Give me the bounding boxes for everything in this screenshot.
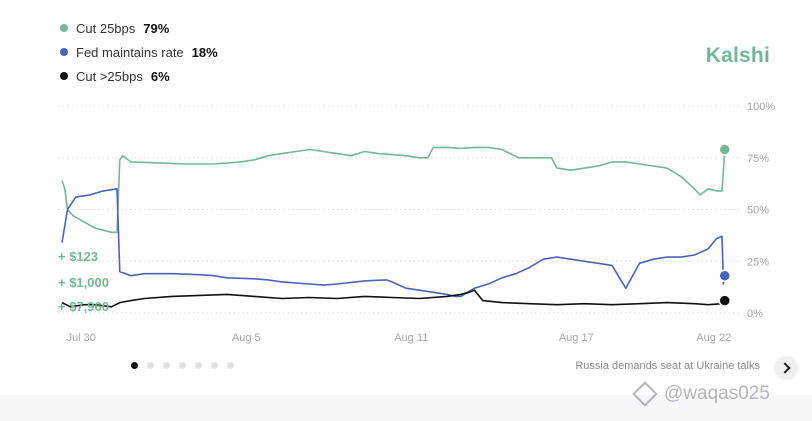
legend-dot-icon xyxy=(60,24,68,32)
carousel-dot[interactable] xyxy=(163,362,170,369)
watermark-text: @waqas025 xyxy=(664,383,770,404)
x-tick-label: Aug 5 xyxy=(232,332,261,344)
legend: Cut 25bps 79% Fed maintains rate 18% Cut… xyxy=(60,16,218,88)
payout-annotation: + $7,960 xyxy=(58,299,109,314)
y-tick-label: 50% xyxy=(747,205,769,217)
series-line-2 xyxy=(61,289,726,308)
legend-item-cut-over-25bps[interactable]: Cut >25bps 6% xyxy=(60,64,218,88)
legend-label: Cut >25bps xyxy=(76,68,143,84)
legend-label: Fed maintains rate xyxy=(76,44,184,60)
y-tick-label: 75% xyxy=(747,153,769,165)
carousel-dot[interactable] xyxy=(227,362,234,369)
carousel-dot[interactable] xyxy=(179,362,186,369)
news-headline[interactable]: Russia demands seat at Ukraine talks xyxy=(575,360,760,372)
x-tick-label: Aug 17 xyxy=(559,332,594,344)
carousel-dot[interactable] xyxy=(211,362,218,369)
x-tick-label: Aug 11 xyxy=(394,332,428,344)
y-tick-label: 100% xyxy=(747,101,775,113)
diamond-logo-icon xyxy=(632,381,658,407)
legend-value: 18% xyxy=(191,44,218,60)
next-button[interactable] xyxy=(774,356,798,380)
series-line-1 xyxy=(61,188,726,298)
carousel-dot[interactable] xyxy=(147,362,154,369)
legend-value: 6% xyxy=(150,68,170,84)
chart-card xyxy=(0,0,812,395)
chevron-right-icon xyxy=(779,362,791,374)
carousel-pager xyxy=(131,362,243,369)
series-line-0 xyxy=(61,146,726,234)
legend-label: Cut 25bps xyxy=(76,20,136,36)
legend-value: 79% xyxy=(143,20,170,36)
series-end-marker-0 xyxy=(718,143,731,156)
carousel-dot[interactable] xyxy=(131,362,138,369)
carousel-dot[interactable] xyxy=(195,362,202,369)
y-tick-label: 0% xyxy=(747,308,763,320)
legend-item-fed-maintains[interactable]: Fed maintains rate 18% xyxy=(60,40,218,64)
payout-annotation: + $123 xyxy=(58,249,98,264)
y-tick-label: 25% xyxy=(747,256,769,268)
legend-item-cut-25bps[interactable]: Cut 25bps 79% xyxy=(60,16,218,40)
series-end-marker-2 xyxy=(718,294,731,307)
legend-dot-icon xyxy=(60,72,68,80)
payout-annotation: + $1,000 xyxy=(58,275,109,290)
brand-logo[interactable]: Kalshi xyxy=(705,44,770,67)
watermark: @waqas025 xyxy=(632,381,770,407)
line-chart: 0% 25% 50% 75% 100% Jul 30 Aug 5 Aug 11 Aug 17 Au… xyxy=(58,101,775,344)
legend-dot-icon xyxy=(60,48,68,56)
x-tick-label: Jul 30 xyxy=(67,332,96,344)
series-end-marker-1 xyxy=(718,269,731,282)
bottom-strip xyxy=(0,395,812,421)
x-tick-label: Aug 22 xyxy=(696,332,731,344)
